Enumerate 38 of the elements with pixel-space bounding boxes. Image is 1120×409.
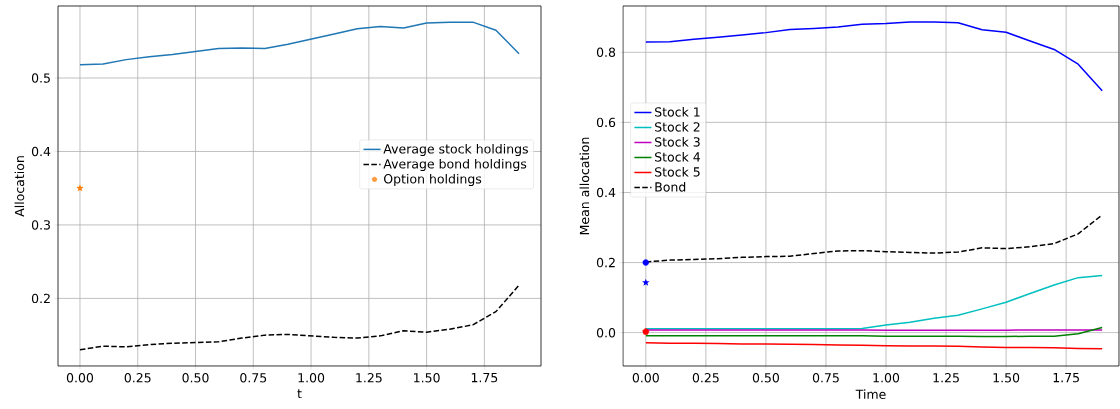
y-tick-label: 0.8 [596,47,616,57]
legend-label: Bond [655,181,686,192]
legend-label: Stock 2 [655,121,700,132]
x-axis-title: t [297,389,302,399]
x-tick-label: 1.25 [933,373,959,383]
legend-label: Stock 3 [655,136,700,147]
x-tick-label: 1.50 [993,373,1020,383]
x-tick-label: 0.75 [240,373,267,383]
y-tick-label: 0.2 [31,293,50,304]
x-tick-label: 0.25 [692,373,719,383]
x-tick-label: 1.25 [356,373,382,383]
x-axis-title: Time [855,389,886,400]
y-axis-title: Mean allocation [579,137,590,235]
legend-label: Stock 4 [655,151,701,162]
y-axis-title: Allocation [14,156,25,217]
y-tick-label: 0.6 [596,117,616,128]
y-tick-label: 0.2 [596,257,615,268]
x-tick-label: 0.75 [812,373,839,383]
y-tick-label: 0.4 [31,146,51,157]
x-tick-label: 0.50 [182,373,209,383]
legend-label: Average stock holdings [383,143,528,156]
x-tick-label: 1.75 [1053,373,1079,383]
x-tick-label: 0.00 [632,373,659,383]
legend-label: Option holdings [384,173,482,186]
x-tick-label: 1.75 [471,373,498,383]
x-tick-label: 0.25 [124,373,151,383]
x-tick-label: 1.00 [298,373,325,383]
legend-label: Stock 1 [655,106,700,117]
y-tick-label: 0.3 [31,220,50,230]
legend-label: Stock 5 [655,166,700,177]
x-tick-label: 0.50 [752,373,779,383]
legend-label: Average bond holdings [383,158,527,171]
y-tick-label: 0.0 [596,327,616,338]
y-tick-label: 0.4 [596,187,616,198]
x-tick-label: 1.00 [873,373,900,383]
x-tick-label: 0.00 [66,373,94,383]
x-tick-label: 1.50 [414,373,440,383]
y-tick-label: 0.5 [31,73,50,83]
